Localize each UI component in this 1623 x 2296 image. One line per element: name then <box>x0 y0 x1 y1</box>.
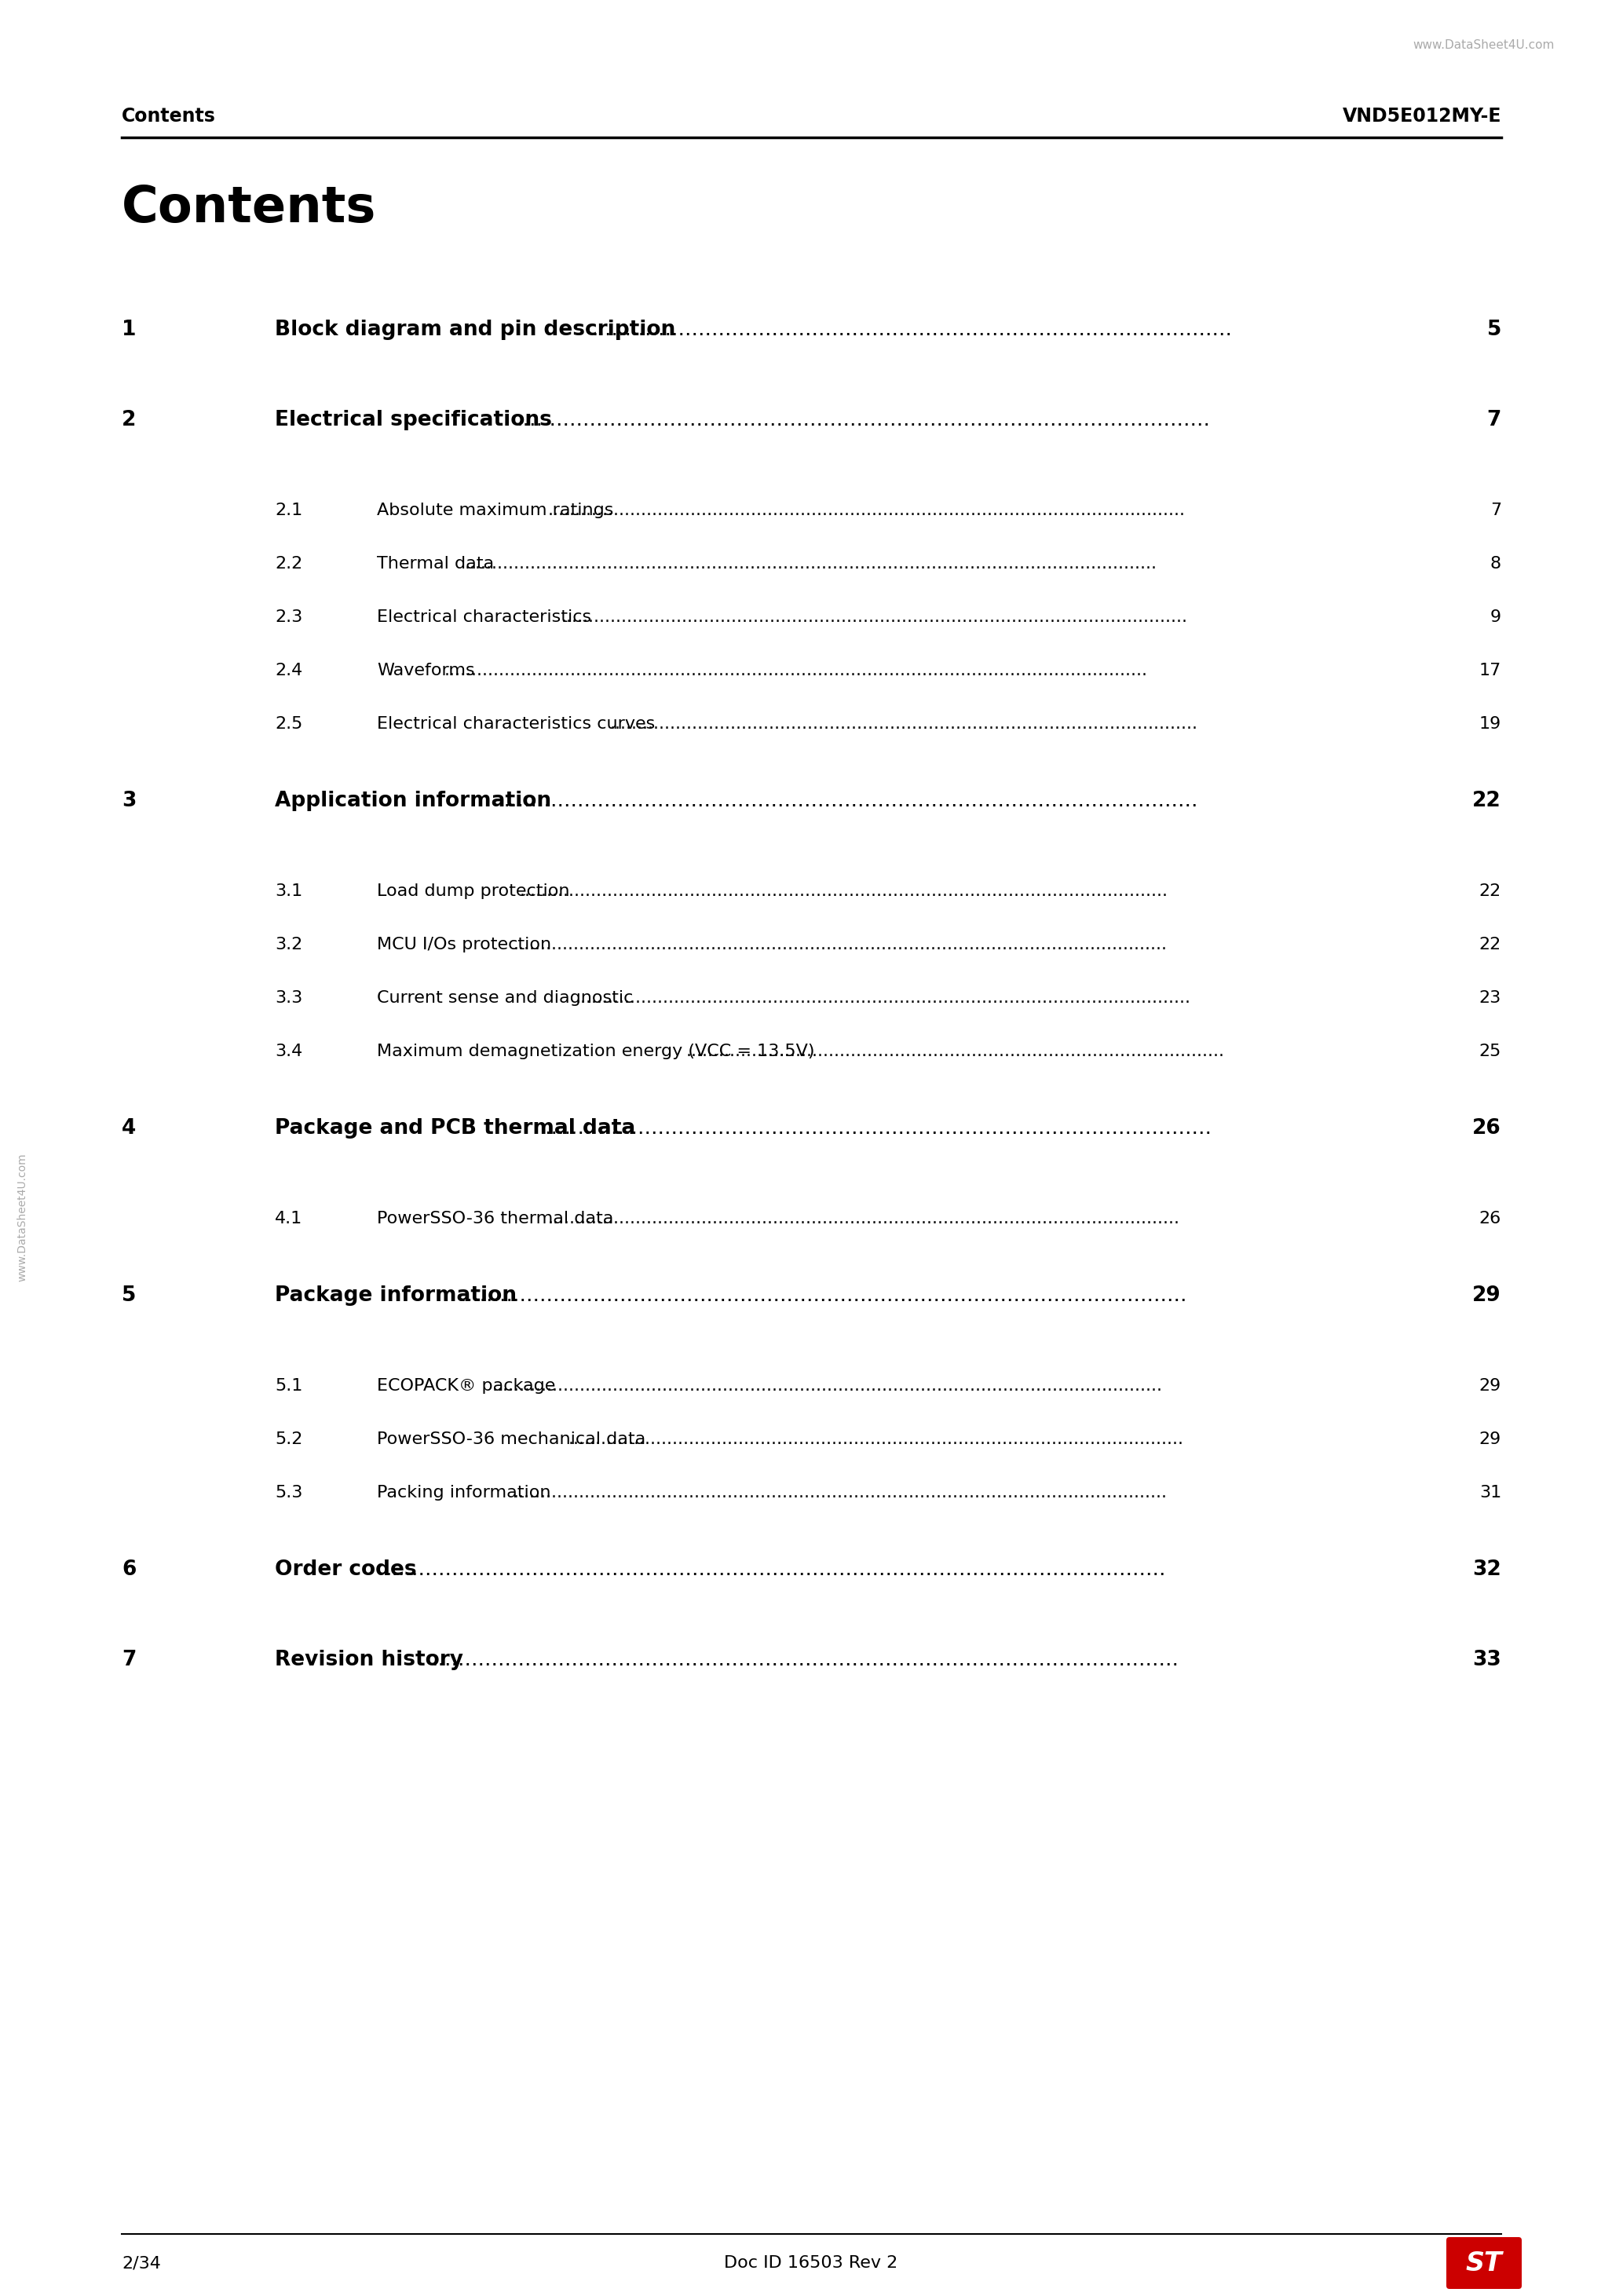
Text: 17: 17 <box>1479 664 1501 677</box>
Text: 26: 26 <box>1479 1210 1501 1226</box>
Text: ................................................................................: ........................................… <box>519 884 1169 900</box>
Text: 25: 25 <box>1479 1045 1501 1058</box>
Text: ................................................................................: ........................................… <box>464 556 1157 572</box>
Text: ................................................................................: ........................................… <box>459 1286 1186 1306</box>
Text: 26: 26 <box>1472 1118 1501 1139</box>
Text: 2.2: 2.2 <box>274 556 302 572</box>
Text: ................................................................................: ........................................… <box>591 319 1232 340</box>
Text: ................................................................................: ........................................… <box>497 790 1198 810</box>
Text: 1: 1 <box>122 319 136 340</box>
Text: Package and PCB thermal data: Package and PCB thermal data <box>274 1118 636 1139</box>
Text: Contents: Contents <box>122 184 377 232</box>
Text: 3.1: 3.1 <box>274 884 302 900</box>
Text: ................................................................................: ........................................… <box>610 716 1198 732</box>
Text: 22: 22 <box>1479 937 1501 953</box>
Text: Block diagram and pin description: Block diagram and pin description <box>274 319 675 340</box>
Text: 2.4: 2.4 <box>274 664 302 677</box>
Text: ................................................................................: ........................................… <box>575 990 1191 1006</box>
Text: 22: 22 <box>1479 884 1501 900</box>
Text: 5.3: 5.3 <box>274 1486 302 1502</box>
Text: ................................................................................: ........................................… <box>492 1378 1162 1394</box>
Text: 32: 32 <box>1472 1559 1501 1580</box>
Text: ................................................................................: ........................................… <box>544 1118 1212 1139</box>
Text: ................................................................................: ........................................… <box>513 937 1167 953</box>
Text: 2.5: 2.5 <box>274 716 302 732</box>
Text: 2.1: 2.1 <box>274 503 302 519</box>
Text: Absolute maximum ratings: Absolute maximum ratings <box>377 503 613 519</box>
Text: www.DataSheet4U.com: www.DataSheet4U.com <box>1414 39 1555 51</box>
Text: Packing information: Packing information <box>377 1486 550 1502</box>
Text: Package information: Package information <box>274 1286 516 1306</box>
Text: ................................................................................: ........................................… <box>685 1045 1224 1058</box>
Text: ................................................................................: ........................................… <box>385 1559 1165 1580</box>
Text: 7: 7 <box>1490 503 1501 519</box>
Text: 23: 23 <box>1479 990 1501 1006</box>
Text: Electrical characteristics curves: Electrical characteristics curves <box>377 716 656 732</box>
Text: 4: 4 <box>122 1118 136 1139</box>
Text: www.DataSheet4U.com: www.DataSheet4U.com <box>16 1153 28 1281</box>
Text: ................................................................................: ........................................… <box>513 1486 1167 1502</box>
Text: PowerSSO-36 mechanical data: PowerSSO-36 mechanical data <box>377 1430 646 1446</box>
Text: Doc ID 16503 Rev 2: Doc ID 16503 Rev 2 <box>724 2255 898 2271</box>
Text: 3: 3 <box>122 790 136 810</box>
Text: 5.1: 5.1 <box>274 1378 302 1394</box>
Text: 29: 29 <box>1479 1378 1501 1394</box>
Text: Current sense and diagnostic: Current sense and diagnostic <box>377 990 633 1006</box>
Text: ................................................................................: ........................................… <box>562 608 1188 625</box>
Text: 2: 2 <box>122 411 136 429</box>
Text: 7: 7 <box>122 1651 136 1669</box>
Text: Load dump protection: Load dump protection <box>377 884 570 900</box>
Text: 3.4: 3.4 <box>274 1045 302 1058</box>
Text: Contents: Contents <box>122 108 216 126</box>
Text: 4.1: 4.1 <box>274 1210 302 1226</box>
Text: 5: 5 <box>122 1286 136 1306</box>
Text: 2/34: 2/34 <box>122 2255 161 2271</box>
Text: ................................................................................: ........................................… <box>568 1430 1183 1446</box>
Text: 2.3: 2.3 <box>274 608 302 625</box>
Text: 31: 31 <box>1479 1486 1501 1502</box>
Text: PowerSSO-36 thermal data: PowerSSO-36 thermal data <box>377 1210 613 1226</box>
Text: 29: 29 <box>1479 1430 1501 1446</box>
Text: Thermal data: Thermal data <box>377 556 493 572</box>
Text: Application information: Application information <box>274 790 552 810</box>
Text: 8: 8 <box>1490 556 1501 572</box>
Text: Maximum demagnetization energy (VCC = 13.5V): Maximum demagnetization energy (VCC = 13… <box>377 1045 815 1058</box>
Text: Waveforms: Waveforms <box>377 664 476 677</box>
Text: 22: 22 <box>1472 790 1501 810</box>
Text: Electrical specifications: Electrical specifications <box>274 411 552 429</box>
Text: 19: 19 <box>1479 716 1501 732</box>
Text: ................................................................................: ........................................… <box>516 411 1211 429</box>
Text: ................................................................................: ........................................… <box>443 664 1147 677</box>
Text: Revision history: Revision history <box>274 1651 463 1669</box>
Text: ................................................................................: ........................................… <box>432 1651 1178 1669</box>
Text: 33: 33 <box>1472 1651 1501 1669</box>
Text: 7: 7 <box>1487 411 1501 429</box>
Text: VND5E012MY-E: VND5E012MY-E <box>1342 108 1501 126</box>
Text: 3.2: 3.2 <box>274 937 302 953</box>
Text: MCU I/Os protection: MCU I/Os protection <box>377 937 552 953</box>
Text: ................................................................................: ........................................… <box>547 1210 1180 1226</box>
Text: Order codes: Order codes <box>274 1559 417 1580</box>
Text: 5.2: 5.2 <box>274 1430 302 1446</box>
FancyBboxPatch shape <box>1446 2236 1522 2289</box>
Text: 3.3: 3.3 <box>274 990 302 1006</box>
Text: 29: 29 <box>1472 1286 1501 1306</box>
Text: 9: 9 <box>1490 608 1501 625</box>
Text: ST: ST <box>1466 2250 1503 2275</box>
Text: Electrical characteristics: Electrical characteristics <box>377 608 591 625</box>
Text: 5: 5 <box>1487 319 1501 340</box>
Text: ECOPACK® package: ECOPACK® package <box>377 1378 555 1394</box>
Text: 6: 6 <box>122 1559 136 1580</box>
Text: ................................................................................: ........................................… <box>547 503 1185 519</box>
